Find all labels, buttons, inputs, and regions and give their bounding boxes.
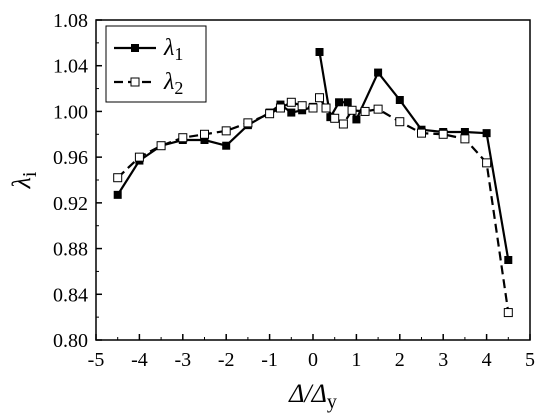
series-2-point	[113, 173, 123, 183]
series-2-point	[460, 134, 470, 144]
tick-labels: -5 -4 -3 -2 -1 0 1 2 3 4 5 0.80 0.84 0.88 0.92 0.96 1.00…	[53, 10, 535, 371]
series-2-point	[395, 117, 405, 127]
y-tick-label: 0.96	[53, 147, 88, 169]
x-tick-label: -4	[131, 349, 148, 371]
y-axis-title: λi	[7, 171, 41, 189]
series-2-point	[178, 133, 188, 143]
series-2-point	[347, 105, 357, 115]
series-2-point	[417, 128, 426, 138]
x-axis-title-main: Δ/Δ	[288, 379, 327, 408]
series-2-line	[116, 101, 314, 179]
series-2-point	[308, 103, 318, 113]
plot-area-frame	[95, 19, 531, 341]
x-tick-label: 5	[525, 349, 535, 371]
x-tick-label: 1	[351, 349, 361, 371]
legend-label-lambda1-sub: 1	[174, 44, 183, 64]
series-2-point	[330, 113, 340, 123]
y-tick-label: 0.88	[53, 239, 88, 261]
x-tick-label: 2	[395, 349, 405, 371]
series-1-line	[318, 51, 510, 261]
x-axis-title-sub: y	[327, 391, 337, 413]
series-1-point	[343, 98, 352, 107]
y-tick-label: 0.84	[53, 284, 88, 306]
series-2-point	[373, 104, 383, 114]
series-1-point	[335, 98, 344, 107]
legend-marker	[130, 77, 140, 87]
x-tick-label: 0	[308, 349, 318, 371]
legend-label-lambda2: λ2	[163, 69, 183, 98]
y-tick-label: 1.04	[53, 56, 88, 78]
legend: λ1 λ2	[105, 25, 207, 103]
y-tick-label: 0.80	[53, 330, 88, 352]
legend-marker	[131, 44, 139, 52]
series-2-point	[265, 109, 275, 119]
y-tick-label: 1.00	[53, 101, 88, 123]
series-2-point	[360, 106, 370, 116]
legend-box	[105, 25, 207, 103]
series-1-point	[222, 141, 231, 150]
x-axis-title: Δ/Δy	[288, 379, 337, 413]
x-tick-label: -3	[174, 349, 191, 371]
y-tick-label: 0.92	[53, 193, 88, 215]
series-1-point	[374, 68, 383, 77]
series-2-point	[134, 152, 144, 162]
series-2-point	[297, 101, 307, 111]
series-2-point	[200, 129, 209, 139]
series-2-point	[286, 97, 296, 107]
x-tick-label: -2	[218, 349, 235, 371]
series-2-point	[156, 141, 166, 151]
series-2	[113, 93, 513, 318]
series-2-point	[315, 93, 325, 103]
series-1-point	[395, 96, 404, 104]
series-1-point	[352, 115, 361, 124]
series-2-point	[321, 103, 331, 113]
series-2-point	[243, 118, 253, 128]
x-tick-label: 3	[438, 349, 448, 371]
series-2-point	[438, 129, 448, 139]
series-2-point	[338, 119, 348, 129]
y-axis-title-main: λ	[7, 177, 36, 189]
series-2-point	[503, 308, 513, 318]
legend-label-lambda1: λ1	[163, 35, 183, 64]
x-tick-label: -1	[261, 349, 278, 371]
series-1-line	[116, 103, 314, 196]
series-layer	[113, 48, 513, 318]
x-tick-label: -5	[88, 349, 105, 371]
legend-label-lambda2-main: λ	[163, 69, 174, 95]
series-2-point	[482, 158, 492, 168]
series-1-point	[113, 190, 122, 199]
y-axis-title-sub: i	[19, 171, 41, 177]
series-1-point	[315, 48, 324, 56]
series-2-point	[275, 103, 285, 113]
legend-label-lambda2-sub: 2	[174, 78, 183, 98]
legend-symbol-lambda1	[114, 44, 156, 52]
series-2-line	[318, 97, 510, 313]
x-tick-label: 4	[482, 349, 492, 371]
series-1-point	[482, 129, 491, 138]
series-1-point	[287, 108, 296, 117]
legend-symbol-lambda2	[114, 77, 156, 87]
legend-label-lambda1-main: λ	[163, 35, 174, 61]
series-1-point	[504, 256, 513, 264]
series-2-point	[221, 126, 231, 136]
y-tick-label: 1.08	[53, 10, 88, 32]
